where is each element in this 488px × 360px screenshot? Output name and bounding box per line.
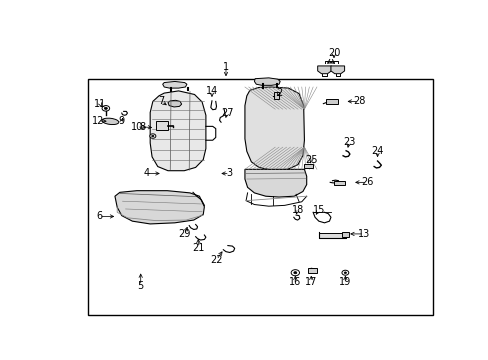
Circle shape	[344, 272, 346, 274]
Text: 9: 9	[119, 116, 124, 126]
Text: 12: 12	[92, 116, 104, 126]
Text: 21: 21	[192, 243, 204, 253]
Text: 22: 22	[210, 255, 223, 265]
Bar	[156, 121, 168, 130]
Bar	[87, 79, 432, 315]
Circle shape	[151, 135, 154, 137]
Circle shape	[341, 270, 348, 275]
Text: 20: 20	[327, 48, 340, 58]
Ellipse shape	[102, 118, 119, 125]
Text: 17: 17	[305, 277, 317, 287]
Text: 2: 2	[275, 88, 282, 98]
Text: 28: 28	[352, 96, 365, 107]
Bar	[307, 268, 317, 273]
Text: 1: 1	[223, 62, 228, 72]
Text: 25: 25	[305, 155, 317, 165]
Text: 26: 26	[361, 177, 373, 187]
Bar	[303, 164, 312, 168]
Circle shape	[102, 105, 109, 111]
Text: 13: 13	[357, 229, 370, 239]
Text: 29: 29	[178, 229, 190, 239]
Bar	[341, 232, 348, 237]
Text: 23: 23	[342, 136, 355, 147]
Polygon shape	[168, 100, 181, 107]
Polygon shape	[244, 169, 306, 197]
Circle shape	[290, 270, 299, 276]
Polygon shape	[254, 78, 280, 85]
Polygon shape	[244, 87, 304, 170]
Text: 8: 8	[139, 122, 145, 132]
Polygon shape	[317, 66, 331, 74]
Bar	[326, 99, 337, 104]
Text: 5: 5	[137, 281, 143, 291]
Text: 14: 14	[205, 86, 218, 96]
Text: 15: 15	[312, 205, 325, 215]
Circle shape	[104, 107, 107, 109]
Circle shape	[149, 134, 156, 138]
Text: 27: 27	[221, 108, 233, 118]
Polygon shape	[115, 191, 204, 224]
Text: 6: 6	[96, 211, 102, 221]
Polygon shape	[163, 81, 186, 88]
Text: 18: 18	[291, 205, 303, 215]
Bar	[274, 92, 279, 99]
Text: 3: 3	[226, 168, 232, 179]
Text: 7: 7	[158, 96, 164, 107]
Text: 19: 19	[339, 277, 351, 287]
Polygon shape	[150, 91, 205, 171]
Polygon shape	[330, 66, 344, 74]
Text: 11: 11	[94, 99, 106, 109]
Bar	[333, 181, 345, 185]
Text: 16: 16	[288, 277, 301, 287]
Text: 24: 24	[370, 146, 383, 156]
Polygon shape	[318, 233, 346, 238]
Text: 10: 10	[130, 122, 143, 132]
Circle shape	[293, 271, 296, 274]
Text: 4: 4	[143, 168, 149, 179]
